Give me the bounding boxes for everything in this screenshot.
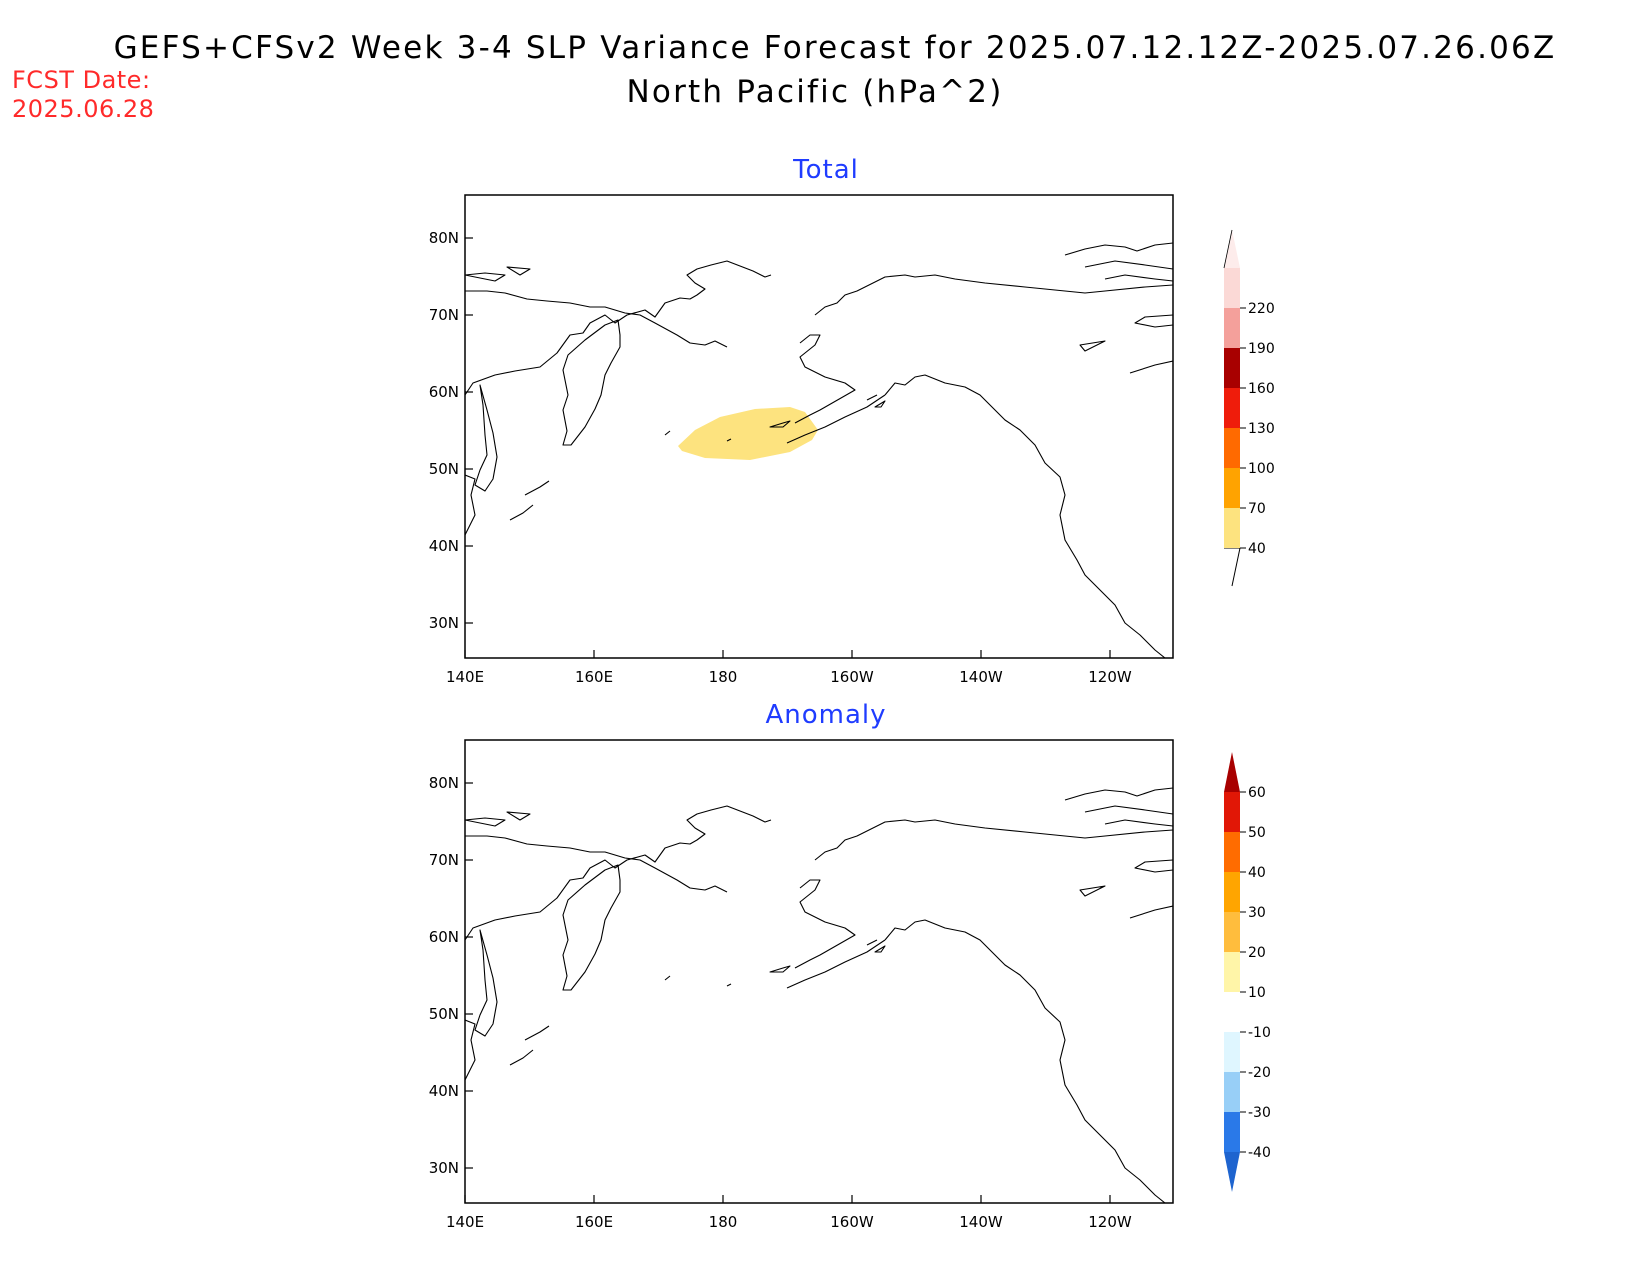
colorbar-segment bbox=[1224, 872, 1240, 912]
variance-shaded-region bbox=[678, 407, 818, 460]
colorbar-above-arrow bbox=[1224, 230, 1240, 268]
colorbar-label: 190 bbox=[1248, 341, 1275, 357]
colorbar-label: 160 bbox=[1248, 381, 1275, 397]
colorbar-segment bbox=[1224, 508, 1240, 548]
figure-title: GEFS+CFSv2 Week 3-4 SLP Variance Forecas… bbox=[113, 30, 1557, 66]
colorbar-label: -10 bbox=[1248, 1025, 1271, 1041]
lat-tick-label: 60N bbox=[429, 928, 459, 946]
lon-tick-label: 140E bbox=[446, 1213, 484, 1231]
colorbar-segment bbox=[1224, 912, 1240, 952]
colorbar-segment bbox=[1224, 992, 1240, 1032]
colorbar-label: -20 bbox=[1248, 1065, 1271, 1081]
lon-tick-label: 160E bbox=[575, 668, 613, 686]
lat-tick-label: 50N bbox=[429, 460, 459, 478]
colorbar-label: 130 bbox=[1248, 421, 1275, 437]
colorbar-label: 50 bbox=[1248, 825, 1266, 841]
panel-title-total: Total bbox=[792, 155, 859, 185]
lat-tick-label: 40N bbox=[429, 537, 459, 555]
colorbar-below-arrow bbox=[1224, 1152, 1240, 1192]
lon-tick-label: 140W bbox=[959, 1213, 1003, 1231]
lon-tick-label: 140E bbox=[446, 668, 484, 686]
colorbar-segment bbox=[1224, 1032, 1240, 1072]
colorbar-above-arrow bbox=[1224, 752, 1240, 792]
lat-tick-label: 80N bbox=[429, 774, 459, 792]
colorbar-label: -30 bbox=[1248, 1105, 1271, 1121]
colorbar-segment bbox=[1224, 1072, 1240, 1112]
colorbar-below-arrow bbox=[1224, 547, 1241, 587]
forecast-date-block: FCST Date: 2025.06.28 bbox=[12, 66, 154, 124]
lon-axis-total: 140E 160E 180 160W 140W 120W bbox=[446, 650, 1132, 686]
colorbar-label: 20 bbox=[1248, 945, 1266, 961]
panel-title-anomaly: Anomaly bbox=[765, 700, 886, 730]
map-panel-total: 30N 40N 50N 60N 70N 80N 140E 160E 180 160W 140W 12… bbox=[429, 194, 1174, 686]
colorbar-segment bbox=[1224, 428, 1240, 468]
colorbar-label: -40 bbox=[1248, 1145, 1271, 1161]
colorbar-segment bbox=[1224, 468, 1240, 508]
colorbar-segment bbox=[1224, 308, 1240, 348]
lon-tick-label: 180 bbox=[709, 668, 738, 686]
lat-tick-label: 50N bbox=[429, 1005, 459, 1023]
map-frame-anomaly bbox=[464, 739, 1174, 1204]
colorbar-anomaly: -40 -30 -20 -10 10 20 30 40 50 60 bbox=[1224, 752, 1271, 1192]
lat-tick-label: 30N bbox=[429, 1159, 459, 1177]
forecast-date-label: FCST Date: bbox=[12, 66, 151, 94]
lon-tick-label: 140W bbox=[959, 668, 1003, 686]
lat-tick-label: 70N bbox=[429, 306, 459, 324]
lat-tick-label: 70N bbox=[429, 851, 459, 869]
map-panel-anomaly: 30N 40N 50N 60N 70N 80N 140E 160E 180 160W 140W 12… bbox=[429, 739, 1174, 1231]
map-frame-total bbox=[464, 194, 1174, 659]
colorbar-label: 100 bbox=[1248, 461, 1275, 477]
colorbar-segment bbox=[1224, 348, 1240, 388]
lat-axis-anomaly: 30N 40N 50N 60N 70N 80N bbox=[429, 774, 473, 1177]
lat-tick-label: 30N bbox=[429, 614, 459, 632]
colorbar-segment bbox=[1224, 832, 1240, 872]
lon-tick-label: 120W bbox=[1088, 668, 1132, 686]
colorbar-total: 40 70 100 130 160 190 220 bbox=[1223, 229, 1275, 587]
forecast-date-value: 2025.06.28 bbox=[12, 95, 155, 123]
lon-axis-anomaly: 140E 160E 180 160W 140W 120W bbox=[446, 1195, 1132, 1231]
colorbar-label: 40 bbox=[1248, 865, 1266, 881]
colorbar-label: 220 bbox=[1248, 301, 1275, 317]
colorbar-label: 10 bbox=[1248, 985, 1266, 1001]
lon-tick-label: 160E bbox=[575, 1213, 613, 1231]
colorbar-label: 30 bbox=[1248, 905, 1266, 921]
colorbar-segment bbox=[1224, 952, 1240, 992]
lon-tick-label: 160W bbox=[830, 1213, 874, 1231]
lat-axis-total: 30N 40N 50N 60N 70N 80N bbox=[429, 229, 473, 632]
lat-tick-label: 40N bbox=[429, 1082, 459, 1100]
colorbar-segment bbox=[1224, 1112, 1240, 1152]
colorbar-label: 40 bbox=[1248, 541, 1266, 557]
colorbar-segment bbox=[1224, 792, 1240, 832]
lon-tick-label: 120W bbox=[1088, 1213, 1132, 1231]
figure-subtitle: North Pacific (hPa^2) bbox=[626, 74, 1004, 110]
colorbar-segment bbox=[1224, 268, 1240, 308]
colorbar-label: 70 bbox=[1248, 501, 1266, 517]
lon-tick-label: 180 bbox=[709, 1213, 738, 1231]
colorbar-label: 60 bbox=[1248, 785, 1266, 801]
lat-tick-label: 60N bbox=[429, 383, 459, 401]
lon-tick-label: 160W bbox=[830, 668, 874, 686]
colorbar-segment bbox=[1224, 388, 1240, 428]
lat-tick-label: 80N bbox=[429, 229, 459, 247]
